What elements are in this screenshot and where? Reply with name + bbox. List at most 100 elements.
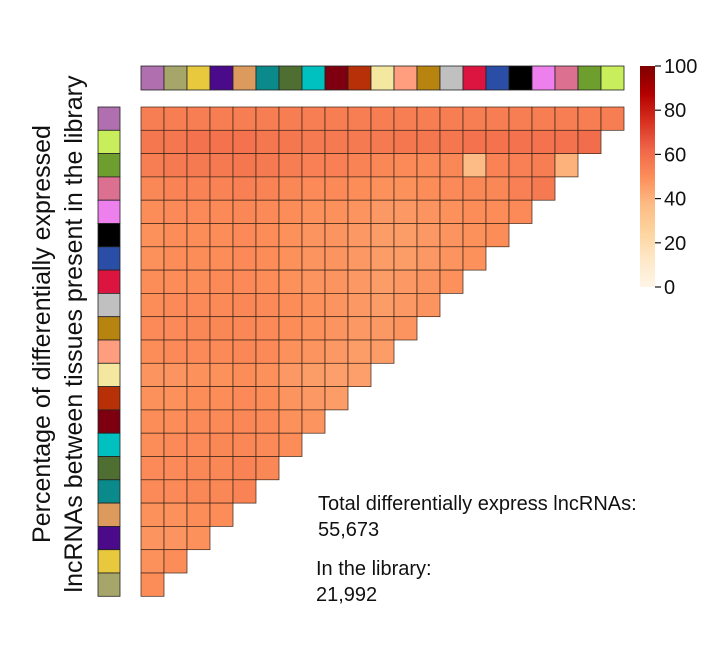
heatmap-cell [186,316,211,341]
heatmap-cell [140,479,165,504]
heatmap-cell [232,316,257,341]
heatmap-cell [186,526,211,551]
heatmap-cell [462,129,487,154]
heatmap-cell [140,362,165,387]
heatmap-cell [485,223,510,248]
heatmap-cell [278,362,303,387]
heatmap-cell [347,293,372,318]
heatmap-cell [186,386,211,411]
heatmap-cell [140,549,165,574]
heatmap-cell [439,153,464,178]
heatmap-cell [209,316,234,341]
heatmap-cell [324,153,349,178]
y-axis-label: Percentage of differentially expressed l… [26,34,90,634]
column-tissue-swatch [439,65,464,91]
heatmap-cell [278,246,303,271]
heatmap-cell [393,316,418,341]
heatmap-cell [416,106,441,131]
heatmap-cell [255,316,280,341]
total-lncrnas-value: 55,673 [318,519,380,541]
heatmap-cell [531,176,556,201]
heatmap-cell [508,129,533,154]
heatmap-cell [439,106,464,131]
column-tissue-swatch [485,65,510,91]
heatmap-cell [531,106,556,131]
row-tissue-swatch [97,339,121,364]
column-tissue-swatch [209,65,234,91]
heatmap-cell [163,432,188,457]
heatmap-cell [186,339,211,364]
heatmap-cell [439,223,464,248]
heatmap-cell [577,129,602,154]
heatmap-cell [232,176,257,201]
heatmap-cell [462,199,487,224]
heatmap-cell [186,223,211,248]
heatmap-cell [416,246,441,271]
heatmap-cell [531,129,556,154]
heatmap-cell [163,362,188,387]
heatmap-cell [140,223,165,248]
heatmap-cell [163,479,188,504]
heatmap-cell [186,432,211,457]
heatmap-cell [462,223,487,248]
heatmap-cell [232,223,257,248]
heatmap-cell [186,199,211,224]
heatmap-cell [370,129,395,154]
column-tissue-swatch [255,65,280,91]
heatmap-cell [186,479,211,504]
heatmap-cell [186,176,211,201]
heatmap-cell [186,456,211,481]
y-axis-label-line-1: Percentage of differentially expressed [28,125,56,543]
heatmap-cell [508,106,533,131]
heatmap-cell [255,456,280,481]
column-tissue-swatch [347,65,372,91]
heatmap-cell [416,293,441,318]
heatmap-cell [462,153,487,178]
heatmap-cell [370,199,395,224]
heatmap-cell [600,106,625,131]
heatmap-cell [163,153,188,178]
row-tissue-swatch [97,526,121,551]
heatmap-cell [163,199,188,224]
heatmap-cell [462,246,487,271]
heatmap-cell [301,176,326,201]
heatmap-cell [554,153,579,178]
heatmap-cell [347,362,372,387]
heatmap-cell [163,293,188,318]
heatmap-cell [140,293,165,318]
library-label: In the library: [316,558,432,580]
heatmap-cell [416,129,441,154]
heatmap-cell [140,502,165,527]
heatmap-cell [370,339,395,364]
heatmap-cell [209,456,234,481]
heatmap-cell [324,293,349,318]
heatmap-cell [416,176,441,201]
column-tissue-swatch [577,65,602,91]
heatmap-cell [140,246,165,271]
column-tissue-swatch [416,65,441,91]
column-tissue-swatch [393,65,418,91]
heatmap-cell [347,339,372,364]
heatmap-cell [301,316,326,341]
row-tissue-swatch [97,409,121,434]
heatmap-cell [163,106,188,131]
colorbar-gradient [640,66,655,287]
heatmap-cell [140,526,165,551]
column-tissue-swatch [554,65,579,91]
heatmap-cell [255,223,280,248]
heatmap-cell [370,153,395,178]
heatmap-cell [232,129,257,154]
heatmap-cell [163,339,188,364]
heatmap-cell [163,316,188,341]
colorbar-tick-label: 100 [664,56,697,78]
row-tissue-swatch [97,572,121,597]
heatmap-cell [324,386,349,411]
heatmap-cell [255,293,280,318]
heatmap-cell [301,223,326,248]
heatmap-cells [140,106,625,597]
heatmap-cell [347,223,372,248]
heatmap-cell [301,199,326,224]
heatmap-cell [554,106,579,131]
heatmap-cell [324,362,349,387]
